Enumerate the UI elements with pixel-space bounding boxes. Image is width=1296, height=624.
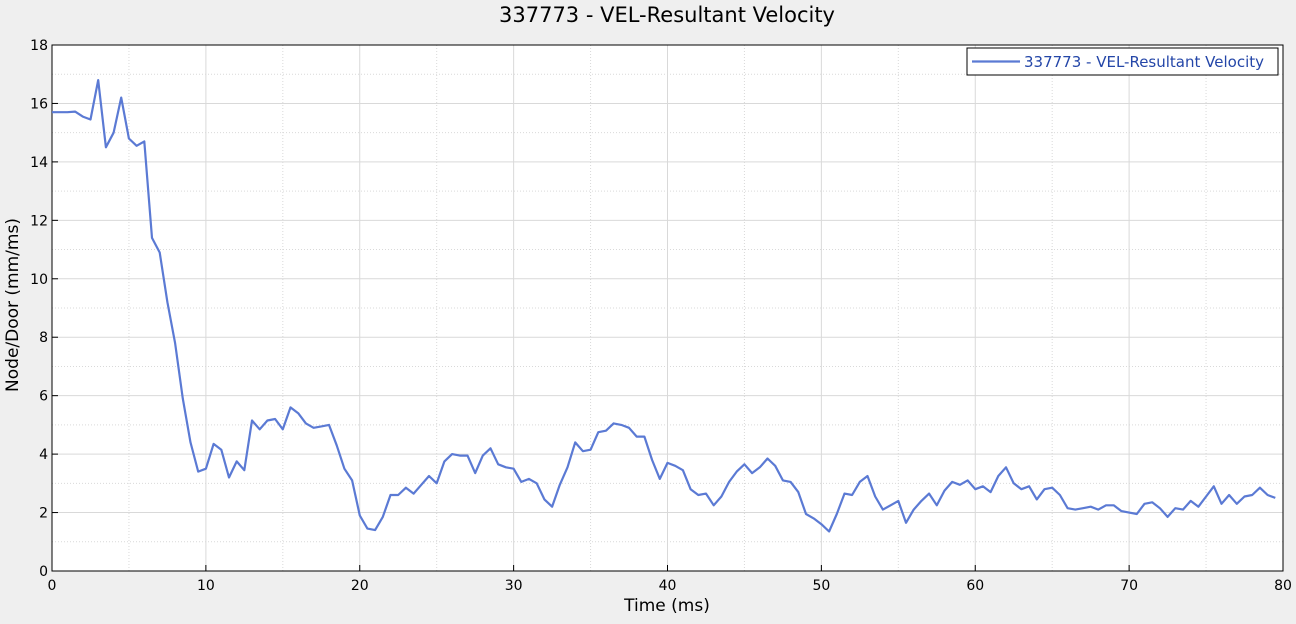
y-tick-label: 0 xyxy=(39,564,48,580)
y-tick-label: 16 xyxy=(30,96,48,112)
x-tick-label: 10 xyxy=(197,578,215,594)
legend-label: 337773 - VEL-Resultant Velocity xyxy=(1024,53,1264,71)
x-tick-label: 50 xyxy=(812,578,830,594)
y-tick-label: 6 xyxy=(39,389,48,405)
x-axis-label: Time (ms) xyxy=(623,596,710,616)
y-tick-label: 8 xyxy=(39,330,48,346)
x-tick-label: 20 xyxy=(351,578,369,594)
major-gridlines xyxy=(52,45,1283,571)
legend: 337773 - VEL-Resultant Velocity xyxy=(966,47,1279,76)
chart-title: 337773 - VEL-Resultant Velocity xyxy=(499,3,835,27)
y-axis-ticks: 0 2 4 6 8 10 12 14 16 18 xyxy=(30,38,58,580)
x-axis-ticks: 0 10 20 30 40 50 60 70 80 xyxy=(48,565,1292,594)
y-tick-label: 10 xyxy=(30,272,48,288)
y-tick-label: 18 xyxy=(30,38,48,54)
x-tick-label: 80 xyxy=(1274,578,1292,594)
y-tick-label: 14 xyxy=(30,155,48,171)
x-tick-label: 30 xyxy=(505,578,523,594)
y-tick-label: 4 xyxy=(39,447,48,463)
x-tick-label: 40 xyxy=(659,578,677,594)
y-tick-label: 12 xyxy=(30,213,48,229)
x-tick-label: 0 xyxy=(48,578,57,594)
x-tick-label: 70 xyxy=(1120,578,1138,594)
series-line xyxy=(52,79,1276,533)
y-tick-label: 2 xyxy=(39,506,48,522)
y-axis-label: Node/Door (mm/ms) xyxy=(3,218,23,392)
x-tick-label: 60 xyxy=(966,578,984,594)
